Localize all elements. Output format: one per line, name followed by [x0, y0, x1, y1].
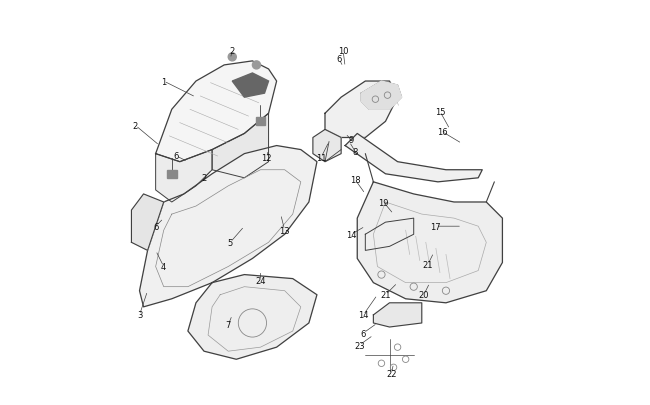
Polygon shape — [345, 134, 482, 182]
Circle shape — [252, 62, 261, 70]
Polygon shape — [373, 303, 422, 327]
Text: 12: 12 — [261, 154, 272, 163]
Text: 6: 6 — [173, 152, 179, 161]
Text: 17: 17 — [430, 222, 441, 231]
Text: 22: 22 — [386, 369, 396, 378]
Polygon shape — [212, 114, 268, 178]
Text: 23: 23 — [354, 341, 365, 350]
Polygon shape — [155, 150, 212, 202]
Text: 19: 19 — [378, 198, 389, 207]
Polygon shape — [325, 82, 398, 138]
Text: 5: 5 — [227, 238, 233, 247]
Polygon shape — [313, 130, 341, 162]
Text: 14: 14 — [346, 230, 356, 239]
Text: 6: 6 — [153, 222, 159, 231]
Text: 18: 18 — [350, 176, 361, 185]
Text: 4: 4 — [161, 262, 166, 271]
Text: 7: 7 — [226, 321, 231, 330]
Polygon shape — [188, 275, 317, 359]
Bar — [255, 118, 265, 126]
Text: 11: 11 — [316, 154, 326, 163]
Text: 9: 9 — [348, 136, 354, 145]
Text: 20: 20 — [419, 290, 429, 300]
Text: 24: 24 — [255, 277, 266, 286]
Polygon shape — [131, 194, 164, 251]
Text: 16: 16 — [437, 128, 447, 136]
Text: 14: 14 — [358, 311, 369, 320]
Polygon shape — [140, 146, 317, 307]
Text: 2: 2 — [229, 47, 235, 56]
Text: 10: 10 — [338, 47, 348, 56]
Text: 2: 2 — [202, 174, 207, 183]
Polygon shape — [361, 82, 402, 110]
Circle shape — [228, 54, 237, 62]
Text: 6: 6 — [337, 55, 342, 64]
Polygon shape — [155, 62, 277, 162]
Text: 21: 21 — [422, 260, 433, 269]
Text: 1: 1 — [161, 77, 166, 86]
Text: 6: 6 — [361, 329, 366, 338]
Bar — [167, 171, 177, 178]
Polygon shape — [358, 182, 502, 303]
Text: 8: 8 — [352, 148, 358, 157]
Text: 15: 15 — [435, 107, 445, 117]
Text: 21: 21 — [380, 290, 391, 300]
Text: 2: 2 — [133, 122, 138, 130]
Polygon shape — [232, 74, 268, 98]
Text: 13: 13 — [280, 226, 290, 235]
Text: 3: 3 — [137, 311, 142, 320]
